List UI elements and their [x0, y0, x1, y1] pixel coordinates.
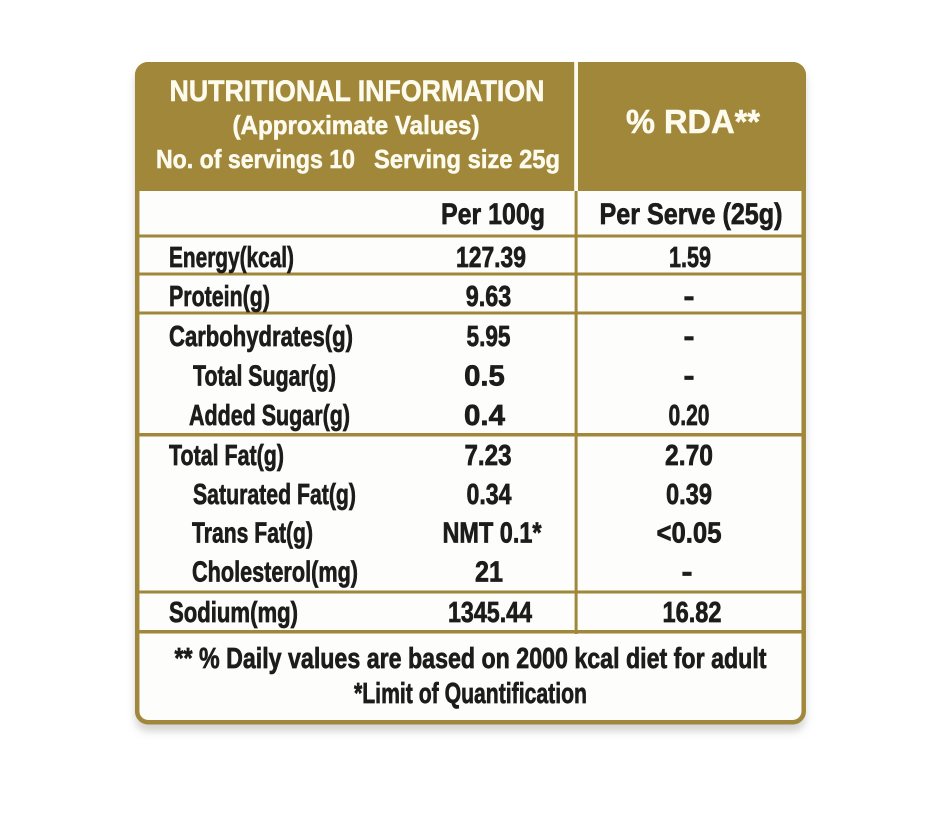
svg-text:Per Serve (25g): Per Serve (25g) — [600, 198, 783, 231]
svg-text:-: - — [684, 321, 695, 353]
svg-text:Carbohydrates(g): Carbohydrates(g) — [169, 321, 353, 353]
svg-text:Serving size 25g: Serving size 25g — [374, 144, 560, 174]
svg-text:** % Daily values are based on: ** % Daily values are based on 2000 kcal… — [175, 643, 767, 675]
svg-text:Energy(kcal): Energy(kcal) — [169, 242, 294, 274]
svg-text:-: - — [684, 361, 695, 393]
svg-text:Saturated Fat(g): Saturated Fat(g) — [193, 479, 356, 511]
svg-text:0.5: 0.5 — [464, 361, 505, 393]
svg-text:127.39: 127.39 — [456, 242, 526, 274]
svg-text:(Approximate Values): (Approximate Values) — [233, 110, 480, 140]
svg-text:*Limit of Quantification: *Limit of Quantification — [354, 678, 587, 710]
svg-text:Cholesterol(mg): Cholesterol(mg) — [192, 557, 358, 589]
svg-text:Sodium(mg): Sodium(mg) — [169, 597, 298, 629]
svg-text:-: - — [684, 281, 695, 313]
svg-text:No. of servings 10: No. of servings 10 — [156, 144, 355, 174]
svg-text:-: - — [682, 557, 693, 589]
svg-text:16.82: 16.82 — [663, 597, 722, 629]
svg-text:9.63: 9.63 — [466, 281, 512, 313]
svg-text:0.20: 0.20 — [669, 400, 710, 432]
svg-text:Added Sugar(g): Added Sugar(g) — [189, 400, 350, 432]
svg-text:Per 100g: Per 100g — [441, 198, 545, 231]
svg-text:7.23: 7.23 — [465, 440, 512, 472]
svg-text:% RDA**: % RDA** — [626, 103, 760, 140]
svg-text:Total Sugar(g): Total Sugar(g) — [193, 361, 336, 393]
svg-text:Total Fat(g): Total Fat(g) — [169, 440, 284, 472]
svg-text:1345.44: 1345.44 — [448, 597, 532, 629]
svg-text:5.95: 5.95 — [467, 321, 511, 353]
svg-text:0.34: 0.34 — [467, 479, 512, 511]
svg-text:NUTRITIONAL INFORMATION: NUTRITIONAL INFORMATION — [170, 75, 545, 108]
svg-text:2.70: 2.70 — [665, 440, 713, 472]
svg-text:21: 21 — [475, 557, 503, 589]
svg-text:1.59: 1.59 — [669, 242, 711, 274]
svg-text:Trans Fat(g): Trans Fat(g) — [192, 518, 313, 550]
svg-text:NMT 0.1*: NMT 0.1* — [443, 518, 543, 550]
svg-text:Protein(g): Protein(g) — [169, 281, 270, 313]
svg-text:<0.05: <0.05 — [657, 518, 722, 550]
svg-text:0.4: 0.4 — [464, 400, 505, 432]
svg-text:0.39: 0.39 — [666, 479, 712, 511]
